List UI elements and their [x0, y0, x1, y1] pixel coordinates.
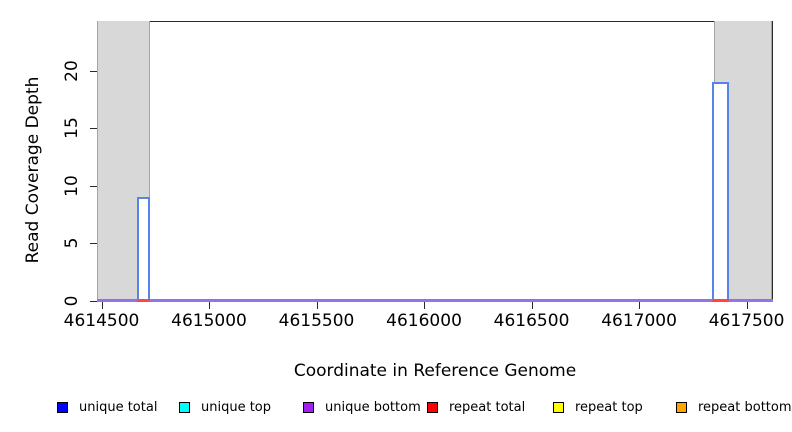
coverage-bar-1 [136, 197, 151, 301]
legend: unique total unique top unique bottom repea… [0, 397, 792, 419]
y-tick-label-0: 0 [62, 295, 82, 307]
y-tick-label-10: 10 [62, 174, 82, 197]
x-tick-label-4615500: 4615500 [278, 311, 355, 331]
x-tick-label-4617500: 4617500 [708, 311, 785, 331]
legend-item-repeat-total: repeat total [427, 397, 525, 417]
legend-label: repeat top [575, 399, 643, 415]
unique-total-swatch-icon [57, 401, 68, 413]
legend-label: unique bottom [325, 399, 421, 415]
baseline-unique-bottom-line [97, 300, 773, 302]
y-tick-0 [90, 301, 97, 302]
plot-area [97, 21, 773, 301]
repeat-bottom-swatch-icon [676, 401, 687, 413]
y-tick-10 [90, 185, 97, 187]
x-axis-title: Coordinate in Reference Genome [293, 361, 577, 381]
legend-item-unique-top: unique top [179, 397, 271, 417]
legend-item-repeat-top: repeat top [553, 397, 643, 417]
repeat-total-segment-2 [711, 298, 729, 302]
x-tick-label-4616000: 4616000 [386, 311, 462, 331]
y-tick-15 [90, 128, 97, 130]
legend-item-unique-bottom: unique bottom [303, 397, 421, 417]
y-tick-5 [90, 243, 97, 245]
repeat-total-swatch-icon [427, 401, 438, 413]
x-tick-4615500 [316, 302, 318, 309]
y-tick-label-15: 15 [62, 117, 82, 139]
baseline-unique-total-line [97, 298, 773, 300]
x-tick-4614500 [101, 302, 103, 309]
y-tick-label-20: 20 [62, 59, 82, 82]
unique-top-swatch-icon [179, 401, 190, 413]
legend-label: repeat bottom [698, 399, 792, 415]
x-tick-4615000 [209, 302, 211, 309]
x-tick-label-4615000: 4615000 [171, 311, 247, 331]
legend-item-unique-total: unique total [57, 397, 157, 417]
legend-label: unique total [79, 399, 158, 415]
legend-label: repeat total [449, 399, 526, 415]
x-tick-label-4617000: 4617000 [601, 311, 677, 331]
y-axis-title: Read Coverage Depth [23, 76, 43, 264]
x-tick-label-4616500: 4616500 [493, 311, 570, 331]
x-tick-4617000 [639, 302, 641, 309]
coverage-bar-2 [711, 82, 729, 301]
unique-bottom-swatch-icon [303, 401, 314, 413]
legend-label: unique top [201, 399, 272, 415]
shaded-region-1 [97, 21, 151, 301]
y-tick-20 [90, 70, 97, 72]
x-tick-4616000 [424, 302, 426, 309]
repeat-top-swatch-icon [553, 401, 564, 413]
y-tick-label-5: 5 [62, 237, 82, 249]
repeat-total-segment-1 [136, 298, 151, 302]
x-tick-label-4614500: 4614500 [63, 311, 140, 331]
legend-item-repeat-bottom: repeat bottom [676, 397, 792, 417]
x-tick-4616500 [531, 302, 533, 309]
x-tick-4617500 [746, 302, 748, 309]
